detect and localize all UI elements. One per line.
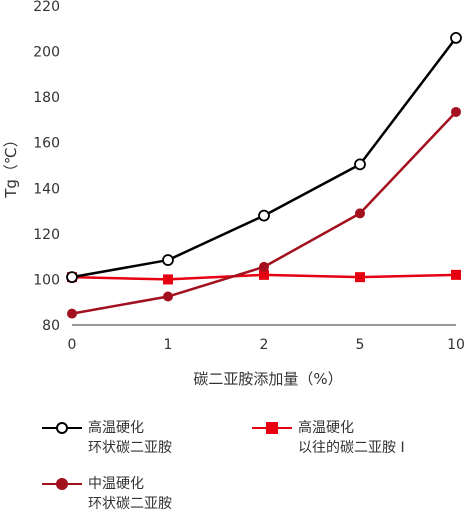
series-3-point-2 (259, 261, 269, 272)
legend-label-series-2-line-1: 高温硬化 (298, 420, 354, 436)
series-3-point-4 (451, 106, 461, 117)
chart: 80 100 120 140 160 180 200 220 0 1 2 5 10 Tg（℃） 碳二亚… (2, 0, 465, 388)
series-1-point-1 (162, 254, 174, 266)
y-tick-label-4: 160 (33, 136, 60, 152)
filled-circle-marker-icon (56, 478, 68, 490)
series-3-point-0 (67, 308, 77, 319)
x-tick-label-1: 1 (164, 337, 173, 353)
square-marker-icon (266, 422, 278, 434)
y-tick-label-7: 220 (33, 0, 60, 15)
series-3-point-1 (163, 291, 173, 302)
series-2-point-2 (259, 269, 269, 280)
legend-label-series-3-line-2: 环状碳二亚胺 (88, 496, 172, 512)
y-tick-label-1: 100 (33, 272, 60, 288)
series-3-point-3 (355, 208, 365, 219)
legend-label-series-2-line-2: 以往的碳二亚胺 I (298, 440, 405, 456)
series-1-point-2 (258, 209, 270, 222)
y-tick-label-5: 180 (33, 90, 60, 106)
x-axis-title: 碳二亚胺添加量（%） (193, 370, 342, 388)
series-1-line (71, 37, 457, 279)
legend-label-series-3-line-1: 中温硬化 (88, 476, 144, 492)
series-1-point-0 (66, 271, 78, 284)
x-axis-ticks: 0 1 2 5 10 (68, 337, 465, 353)
legend-swatch-series-2 (252, 418, 292, 438)
legend-swatch-series-3 (42, 474, 82, 494)
y-tick-label-2: 120 (33, 227, 60, 243)
series-2-point-3 (355, 272, 365, 283)
y-tick-label-0: 80 (42, 318, 60, 334)
legend-label-series-1-line-2: 环状碳二亚胺 (88, 440, 172, 456)
x-tick-label-2: 2 (260, 337, 269, 353)
x-tick-label-4: 10 (447, 337, 465, 353)
y-axis-title: Tg（℃） (2, 132, 20, 199)
series-2-point-4 (451, 269, 461, 280)
series-1-point-3 (354, 158, 366, 171)
legend-item-series-1: 高温硬化 环状碳二亚胺 (42, 418, 172, 458)
legend-item-series-2: 高温硬化 以往的碳二亚胺 I (252, 418, 405, 458)
series-2-point-1 (163, 274, 173, 285)
legend-item-series-3: 中温硬化 环状碳二亚胺 (42, 474, 172, 514)
y-tick-label-3: 140 (33, 181, 60, 197)
legend-label-series-1-line-1: 高温硬化 (88, 420, 144, 436)
series-points (66, 32, 462, 319)
x-tick-label-3: 5 (356, 337, 365, 353)
series-1-point-4 (450, 32, 462, 44)
legend-swatch-series-1 (42, 418, 82, 438)
y-axis-ticks: 80 100 120 140 160 180 200 220 (33, 0, 60, 334)
open-circle-marker-icon (56, 422, 68, 434)
plot-area: 80 100 120 140 160 180 200 220 0 1 2 5 10 (33, 0, 465, 353)
x-tick-label-0: 0 (68, 337, 77, 353)
y-tick-label-6: 200 (33, 45, 60, 61)
